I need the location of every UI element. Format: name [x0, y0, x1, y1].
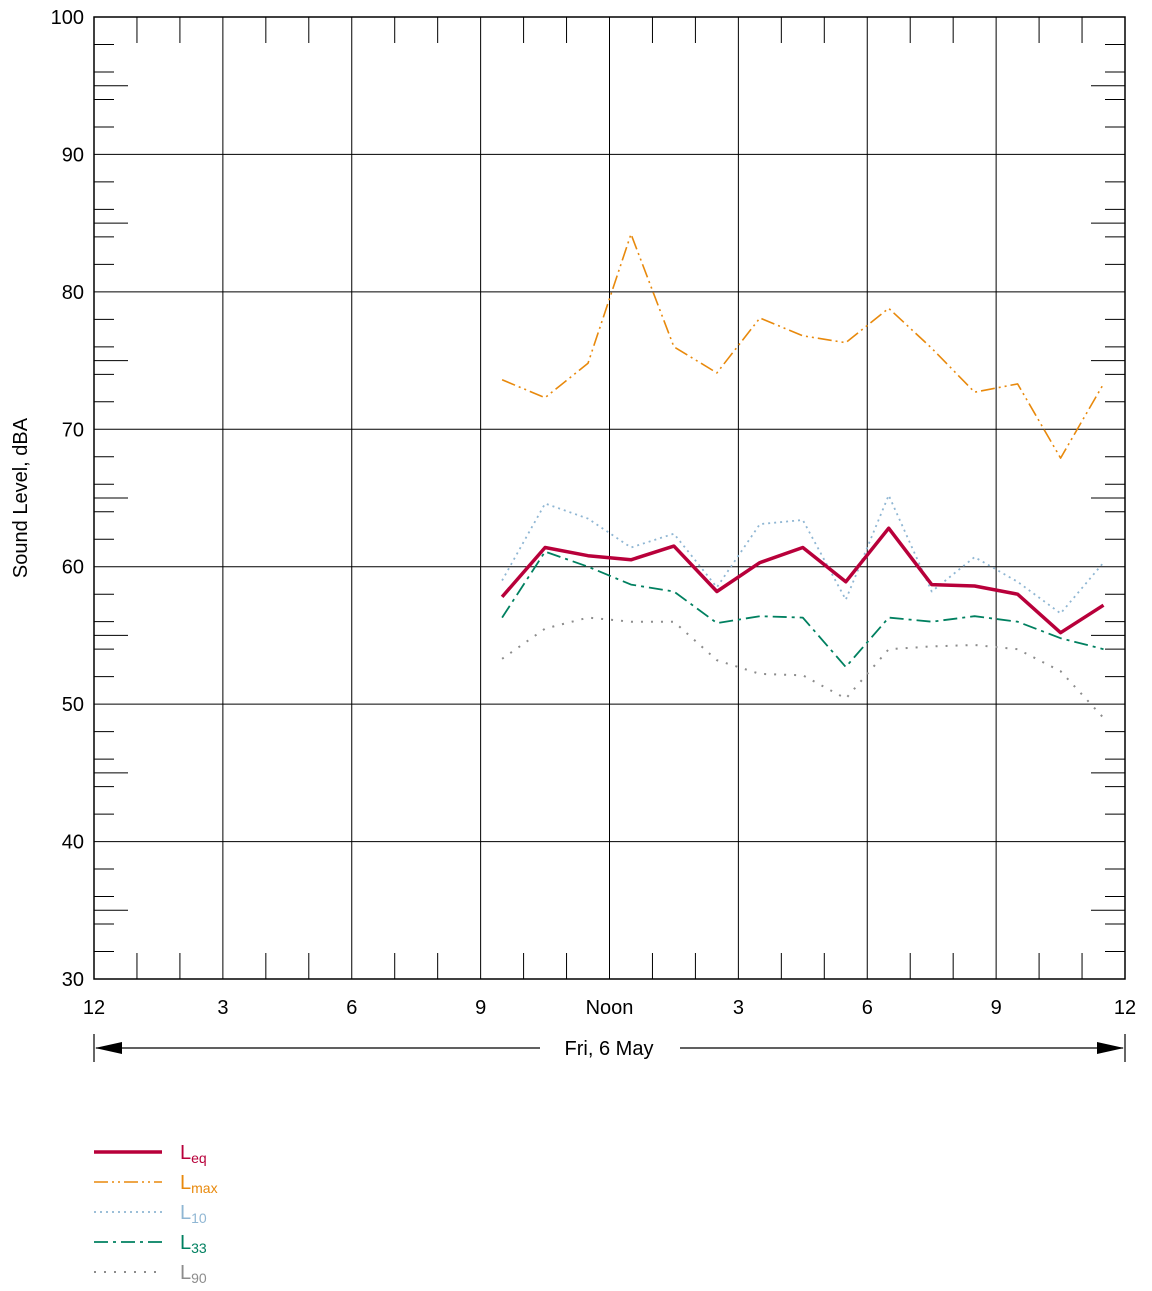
y-tick-label: 100	[51, 7, 84, 29]
x-tick-labels: 12 3 6 9 Noon 3 6 9 12	[83, 997, 1136, 1019]
y-tick-label: 70	[62, 419, 84, 441]
x-tick-label: 12	[83, 997, 105, 1019]
legend-label-subscript: max	[191, 1180, 217, 1196]
x-tick-label: 3	[217, 997, 228, 1019]
series-line-lmax	[501, 233, 1105, 459]
x-tick-label: 12	[1114, 997, 1136, 1019]
legend-label-main: L	[180, 1202, 191, 1224]
legend-label-subscript: eq	[191, 1150, 207, 1166]
legend-label-subscript: 10	[191, 1210, 207, 1226]
arrowhead-left-icon	[95, 1042, 122, 1054]
x-tick-label: Noon	[586, 997, 634, 1019]
series-line-leq	[500, 526, 1105, 635]
legend-label-leq: Leq	[180, 1142, 207, 1166]
x-tick-label: 3	[733, 997, 744, 1019]
x-tick-label: 9	[991, 997, 1002, 1019]
series-line-l33	[501, 550, 1104, 668]
legend-label-main: L	[180, 1172, 191, 1194]
date-label: Fri, 6 May	[565, 1038, 654, 1060]
legend-label-main: L	[180, 1262, 191, 1284]
y-tick-label: 90	[62, 144, 84, 166]
y-axis-title: Sound Level, dBA	[10, 417, 32, 578]
series-line-l90	[501, 616, 1105, 719]
date-span-arrow	[93, 1034, 1126, 1062]
arrowhead-right-icon	[1097, 1042, 1124, 1054]
legend-label-l10: L10	[180, 1202, 207, 1226]
y-tick-label: 30	[62, 969, 84, 991]
legend-label-subscript: 33	[191, 1240, 207, 1256]
y-tick-label: 60	[62, 557, 84, 579]
legend-label-l90: L90	[180, 1262, 207, 1286]
minor-ticks	[94, 17, 1125, 979]
series-line-l10	[501, 494, 1105, 615]
y-tick-label: 50	[62, 694, 84, 716]
y-tick-labels: 30 40 50 60 70 80 90 100	[51, 7, 84, 991]
legend-label-lmax: Lmax	[180, 1172, 218, 1196]
y-tick-label: 80	[62, 282, 84, 304]
legend-label-l33: L33	[180, 1232, 207, 1256]
plot-frame	[93, 16, 1126, 980]
grid	[93, 16, 1126, 980]
x-tick-label: 6	[862, 997, 873, 1019]
series-lines	[500, 233, 1105, 719]
legend-label-main: L	[180, 1232, 191, 1254]
legend-label-main: L	[180, 1142, 191, 1164]
x-tick-label: 9	[475, 997, 486, 1019]
legend-label-subscript: 90	[191, 1270, 207, 1286]
x-tick-label: 6	[346, 997, 357, 1019]
y-tick-label: 40	[62, 832, 84, 854]
